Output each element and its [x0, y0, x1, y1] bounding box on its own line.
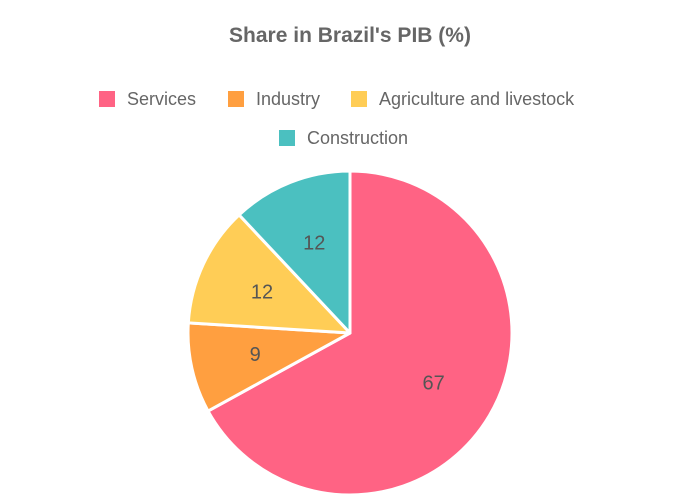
- legend-item-construction[interactable]: Construction: [279, 128, 408, 148]
- legend-label: Industry: [256, 89, 320, 109]
- legend-item-industry[interactable]: Industry: [228, 89, 320, 109]
- legend-swatch: [99, 91, 115, 107]
- legend: Services Industry Agriculture and livestoc…: [99, 89, 575, 148]
- slice-value-label: 12: [251, 282, 273, 304]
- legend-label: Services: [127, 89, 196, 109]
- pie-slices: [186, 169, 514, 497]
- legend-item-services[interactable]: Services: [99, 89, 196, 109]
- pie-slice-agriculture-and-livestock[interactable]: [186, 213, 352, 335]
- legend-swatch: [279, 130, 295, 146]
- slice-value-label: 12: [303, 233, 325, 255]
- slice-value-label: 67: [423, 372, 445, 394]
- pie-slice-construction[interactable]: [237, 169, 352, 335]
- legend-label: Agriculture and livestock: [379, 89, 575, 109]
- pie-slice-industry[interactable]: [186, 321, 352, 413]
- pie-slice-services[interactable]: [206, 169, 514, 497]
- slice-value-label: 9: [250, 344, 261, 366]
- slice-labels: 67 9 12 12: [250, 233, 445, 395]
- legend-swatch: [228, 91, 244, 107]
- legend-swatch: [351, 91, 367, 107]
- legend-label: Construction: [307, 128, 408, 148]
- chart-title: Share in Brazil's PIB (%): [229, 24, 471, 47]
- legend-item-agriculture-and-livestock[interactable]: Agriculture and livestock: [351, 89, 575, 109]
